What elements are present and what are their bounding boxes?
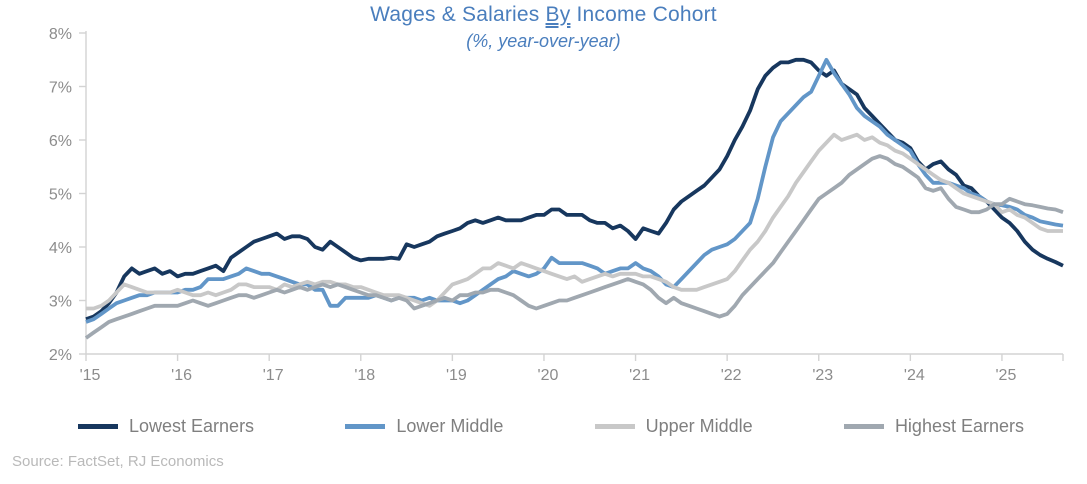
series-line-lower-middle bbox=[85, 57, 1064, 324]
x-tick-label: '16 bbox=[171, 367, 192, 384]
x-tick-label: '17 bbox=[263, 367, 284, 384]
legend-label-lower-middle: Lower Middle bbox=[396, 416, 504, 436]
legend-item-lowest-earners: Lowest Earners bbox=[78, 416, 254, 437]
legend-item-upper-middle: Upper Middle bbox=[594, 416, 753, 437]
chart-title-underlined-word: By bbox=[545, 3, 571, 26]
legend-item-lower-middle: Lower Middle bbox=[345, 416, 503, 437]
y-tick-label: 5% bbox=[49, 187, 72, 204]
legend-swatch-upper-middle bbox=[594, 424, 635, 429]
x-tick-label: '24 bbox=[904, 367, 925, 384]
y-tick-label: 7% bbox=[49, 80, 72, 97]
x-tick-label: '15 bbox=[80, 367, 101, 384]
x-tick-label: '22 bbox=[721, 367, 742, 384]
chart-title-suffix: Income Cohort bbox=[570, 3, 717, 26]
x-tick-label: '21 bbox=[629, 367, 650, 384]
x-tick-label: '19 bbox=[446, 367, 467, 384]
chart-legend: Lowest Earners Lower Middle Upper Middle Hi… bbox=[78, 416, 1024, 437]
x-tick-label: '23 bbox=[812, 367, 833, 384]
legend-label-lowest-earners: Lowest Earners bbox=[129, 416, 255, 436]
legend-label-upper-middle: Upper Middle bbox=[645, 416, 753, 436]
legend-swatch-lower-middle bbox=[345, 424, 386, 429]
legend-label-highest-earners: Highest Earners bbox=[894, 416, 1024, 436]
y-tick-label: 6% bbox=[49, 133, 72, 150]
series-line-upper-middle bbox=[86, 132, 1063, 311]
chart-subtitle: (%, year-over-year) bbox=[466, 31, 621, 51]
y-tick-label: 2% bbox=[49, 347, 72, 364]
x-tick-label: '20 bbox=[538, 367, 559, 384]
legend-swatch-lowest-earners bbox=[78, 424, 118, 429]
source-note: Source: FactSet, RJ Economics bbox=[12, 453, 224, 470]
legend-swatch-highest-earners bbox=[843, 424, 884, 429]
series-line-lowest-earners bbox=[85, 57, 1064, 321]
y-tick-label: 4% bbox=[49, 240, 72, 257]
x-tick-label: '25 bbox=[996, 367, 1017, 384]
series-line-highest-earners bbox=[84, 154, 1064, 340]
legend-item-highest-earners: Highest Earners bbox=[843, 416, 1024, 437]
chart-title-prefix: Wages & Salaries bbox=[370, 3, 546, 26]
x-tick-label: '18 bbox=[354, 367, 375, 384]
chart-title: Wages & Salaries By Income Cohort bbox=[0, 3, 1087, 27]
y-tick-label: 8% bbox=[49, 26, 72, 43]
y-tick-label: 3% bbox=[49, 294, 72, 311]
